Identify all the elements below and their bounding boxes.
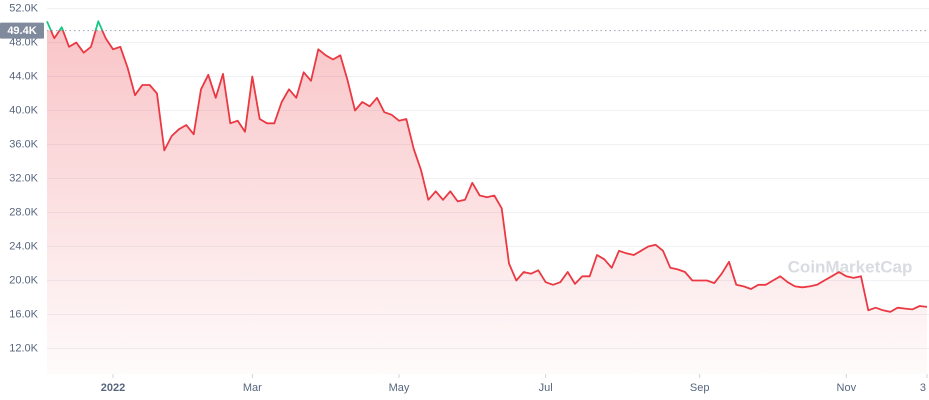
- x-tick-label: Nov: [837, 382, 857, 394]
- y-tick-label: 12.0K: [9, 342, 38, 354]
- baseline-label-box: [0, 22, 44, 39]
- x-tick-label: 2022: [101, 382, 125, 394]
- x-tick-label: Mar: [243, 382, 262, 394]
- price-line: [46, 20, 928, 313]
- x-tick-label: Jul: [539, 382, 553, 394]
- x-tick-label: May: [389, 382, 410, 394]
- y-tick-label: 20.0K: [9, 274, 38, 286]
- x-tick-label: Sep: [690, 382, 710, 394]
- y-tick-label: 48.0K: [9, 36, 38, 48]
- y-tick-label: 24.0K: [9, 240, 38, 252]
- y-tick-label: 40.0K: [9, 104, 38, 116]
- y-tick-label: 16.0K: [9, 308, 38, 320]
- y-tick-label: 32.0K: [9, 172, 38, 184]
- y-tick-label: 44.0K: [9, 70, 38, 82]
- watermark: CoinMarketCap: [788, 257, 913, 276]
- y-tick-label: 28.0K: [9, 206, 38, 218]
- baseline-label: 49.4K: [7, 25, 36, 37]
- area: [47, 30, 927, 374]
- y-tick-label: 36.0K: [9, 138, 38, 150]
- x-tick-label: 3: [920, 382, 926, 394]
- y-tick-label: 52.0K: [9, 2, 38, 14]
